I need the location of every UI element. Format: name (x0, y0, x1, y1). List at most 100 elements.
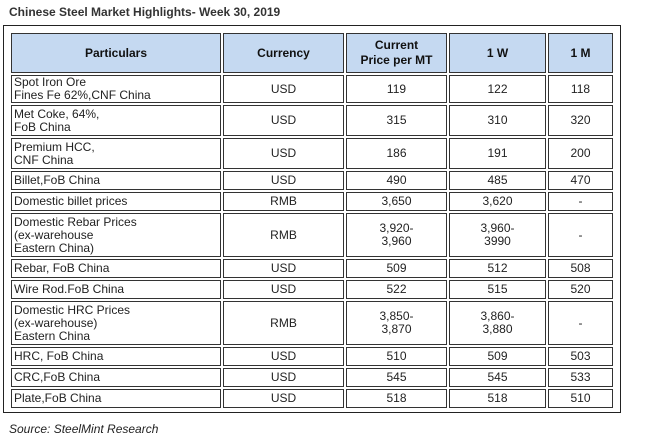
cell-one-month: 520 (548, 280, 613, 299)
particular-line: FoB China (14, 119, 71, 134)
cell-one-week: 512 (449, 259, 546, 278)
cell-one-week: 545 (449, 368, 546, 387)
header-one-week: 1 W (449, 33, 546, 73)
table-row: CRC,FoB China USD 545 545 533 (11, 368, 613, 387)
cell-currency: USD (223, 138, 344, 169)
table-row: Domestic billet prices RMB 3,650 3,620- (11, 192, 613, 211)
cell-current-price: 509 (346, 259, 447, 278)
particular-line: Wire Rod.FoB China (14, 282, 125, 296)
cell-one-month: 503 (548, 347, 613, 366)
table-row: Plate,FoB China USD 518 518 510 (11, 389, 613, 408)
cell-one-month: - (548, 192, 613, 211)
cell-one-month: 200 (548, 138, 613, 169)
cell-one-week: 3,860- 3,880 (449, 301, 546, 345)
cell-currency: USD (223, 347, 344, 366)
header-row: Particulars Currency Current Price per M… (11, 33, 613, 73)
cell-one-week: 3,620 (449, 192, 546, 211)
particular-line: Domestic billet prices (14, 194, 128, 208)
table-row: Domestic Rebar Prices (ex-warehouse Easter… (11, 213, 613, 257)
table-row: Spot Iron Ore Fines Fe 62%,CNF China USD 11… (11, 75, 613, 103)
header-currency: Currency (223, 33, 344, 73)
cell-current-price: 510 (346, 347, 447, 366)
table-row: Wire Rod.FoB China USD 522 515 520 (11, 280, 613, 299)
particular-line: HRC, FoB China (14, 349, 104, 363)
cell-currency: RMB (223, 192, 344, 211)
cell-one-month: 533 (548, 368, 613, 387)
cell-one-month: 510 (548, 389, 613, 408)
price-table: Particulars Currency Current Price per M… (9, 31, 615, 410)
cell-currency: RMB (223, 213, 344, 257)
cell-current-price: 522 (346, 280, 447, 299)
table-row: Rebar, FoB China USD 509 512 508 (11, 259, 613, 278)
cell-one-month: 320 (548, 105, 613, 136)
cell-particular: Spot Iron Ore Fines Fe 62%,CNF China (11, 75, 221, 103)
cell-particular: Domestic billet prices (11, 192, 221, 211)
cell-one-week: 515 (449, 280, 546, 299)
cell-one-month: - (548, 213, 613, 257)
particular-line: Premium HCC, (14, 139, 95, 154)
cell-current-price: 119 (346, 75, 447, 103)
particular-line: Eastern China (14, 328, 91, 343)
particular-line: Plate,FoB China (14, 391, 102, 405)
cell-particular: Premium HCC, CNF China (11, 138, 221, 169)
particular-line: Met Coke, 64%, (14, 106, 100, 121)
cell-one-month: 470 (548, 171, 613, 190)
particular-line: Fines Fe 62%,CNF China (14, 88, 151, 102)
cell-one-week: 518 (449, 389, 546, 408)
cell-one-week: 122 (449, 75, 546, 103)
header-current-price: Current Price per MT (346, 33, 447, 73)
table-row: Met Coke, 64%, FoB China USD 315 310 320 (11, 105, 613, 136)
cell-current-price: 3,850- 3,870 (346, 301, 447, 345)
cell-particular: Billet,FoB China (11, 171, 221, 190)
cell-current-price: 490 (346, 171, 447, 190)
cell-currency: USD (223, 259, 344, 278)
cell-one-week: 509 (449, 347, 546, 366)
particular-line: (ex-warehouse (14, 227, 94, 242)
cell-currency: USD (223, 105, 344, 136)
particular-line: CRC,FoB China (14, 370, 101, 384)
header-current-price-line2: Price per MT (360, 53, 433, 67)
cell-particular: Met Coke, 64%, FoB China (11, 105, 221, 136)
cell-current-price: 3,650 (346, 192, 447, 211)
table-row: Premium HCC, CNF China USD 186 191 200 (11, 138, 613, 169)
header-one-month: 1 M (548, 33, 613, 73)
table-row: Domestic HRC Prices (ex-warehouse) Eastern… (11, 301, 613, 345)
particular-line: Billet,FoB China (14, 173, 101, 187)
cell-particular: Rebar, FoB China (11, 259, 221, 278)
cell-particular: Domestic Rebar Prices (ex-warehouse Easter… (11, 213, 221, 257)
cell-currency: USD (223, 171, 344, 190)
cell-currency: USD (223, 368, 344, 387)
cell-current-price: 3,920- 3,960 (346, 213, 447, 257)
cell-particular: Domestic HRC Prices (ex-warehouse) Eastern… (11, 301, 221, 345)
cell-particular: Wire Rod.FoB China (11, 280, 221, 299)
source-note: Source: SteelMint Research (9, 422, 159, 436)
cell-currency: RMB (223, 301, 344, 345)
particular-line: CNF China (14, 152, 74, 167)
cell-current-price: 186 (346, 138, 447, 169)
table-row: Billet,FoB China USD 490 485 470 (11, 171, 613, 190)
cell-one-week: 310 (449, 105, 546, 136)
cell-particular: HRC, FoB China (11, 347, 221, 366)
table-frame (3, 25, 621, 413)
header-particulars: Particulars (11, 33, 221, 73)
cell-one-month: 508 (548, 259, 613, 278)
particular-line: Spot Iron Ore (14, 75, 87, 89)
cell-current-price: 545 (346, 368, 447, 387)
cell-currency: USD (223, 75, 344, 103)
cell-one-month: - (548, 301, 613, 345)
particular-line: Rebar, FoB China (14, 261, 110, 275)
cell-currency: USD (223, 389, 344, 408)
cell-current-price: 518 (346, 389, 447, 408)
cell-particular: Plate,FoB China (11, 389, 221, 408)
cell-particular: CRC,FoB China (11, 368, 221, 387)
particular-line: Eastern China) (14, 240, 95, 255)
particular-line: (ex-warehouse) (14, 315, 98, 330)
cell-currency: USD (223, 280, 344, 299)
table-row: HRC, FoB China USD 510 509 503 (11, 347, 613, 366)
table-body: Spot Iron Ore Fines Fe 62%,CNF China USD 11… (11, 75, 613, 408)
page-title: Chinese Steel Market Highlights- Week 30… (9, 5, 281, 19)
cell-current-price: 315 (346, 105, 447, 136)
cell-one-week: 485 (449, 171, 546, 190)
cell-one-week: 3,960- 3990 (449, 213, 546, 257)
particular-line: Domestic Rebar Prices (14, 214, 137, 229)
